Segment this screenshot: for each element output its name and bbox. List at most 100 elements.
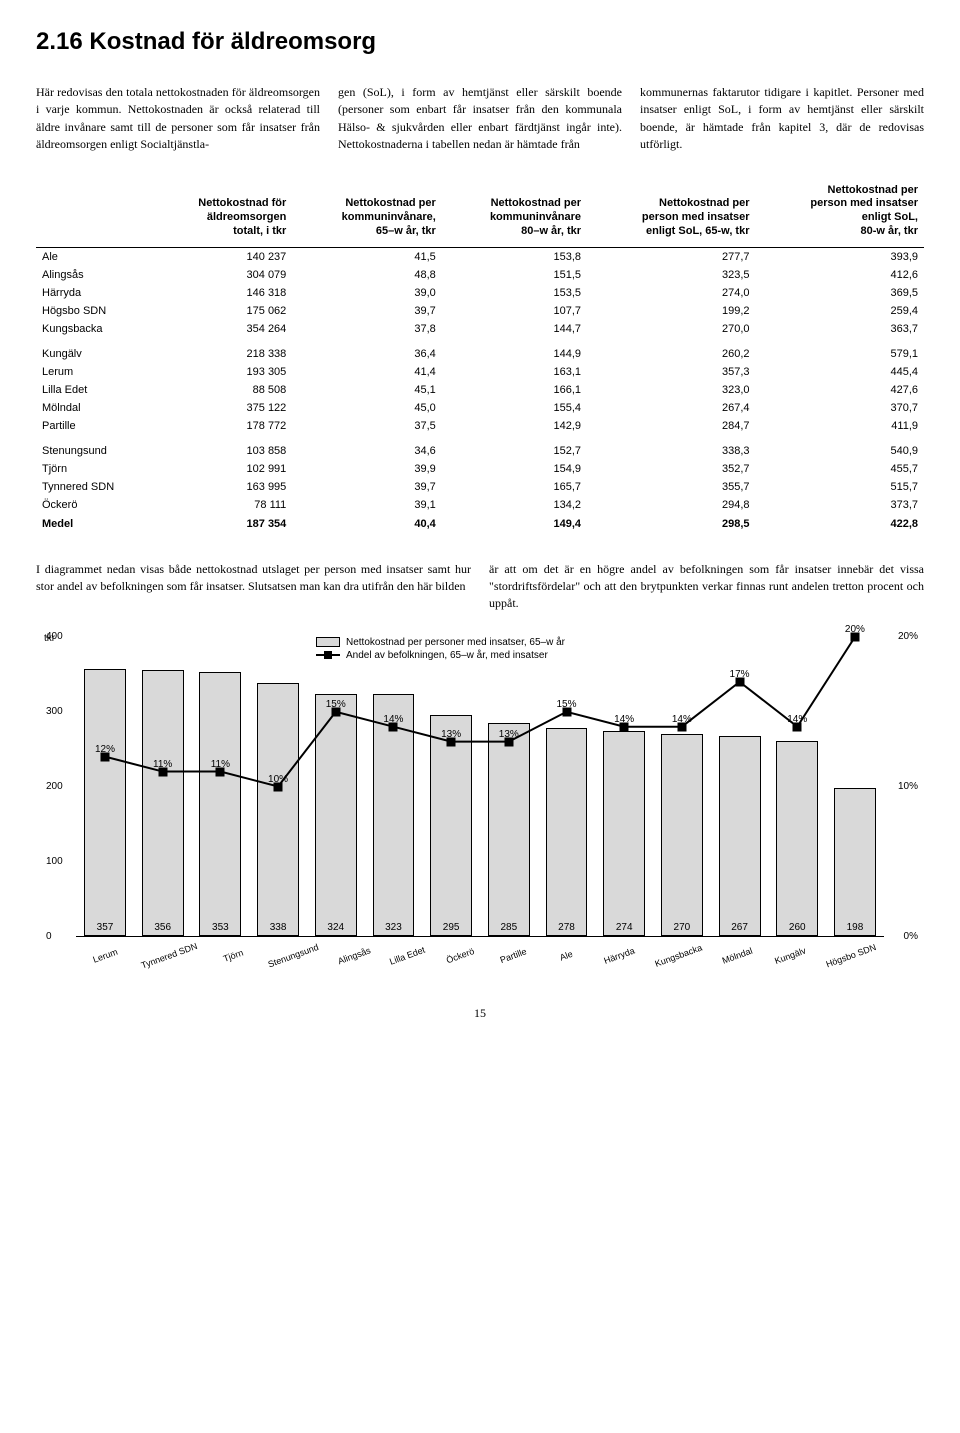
bar: 278 [546, 728, 588, 936]
table-cell: 149,4 [442, 514, 587, 533]
table-row: Ale140 23741,5153,8277,7393,9 [36, 247, 924, 266]
x-label: Lerum [86, 944, 124, 966]
table-cell: 579,1 [756, 338, 925, 363]
table-cell: 218 338 [151, 338, 292, 363]
table-cell: Ale [36, 247, 151, 266]
table-cell: 37,8 [292, 320, 442, 338]
bar-group: 324 [315, 637, 357, 936]
bar-group: 356 [142, 637, 184, 936]
table-cell: 422,8 [756, 514, 925, 533]
x-label: Mölndal [718, 944, 756, 966]
table-cell: 165,7 [442, 478, 587, 496]
table-cell: 102 991 [151, 460, 292, 478]
bar-value: 285 [500, 922, 517, 933]
bar-group: 357 [84, 637, 126, 936]
table-cell: 48,8 [292, 266, 442, 284]
table-cell: 187 354 [151, 514, 292, 533]
y-left-tick: 400 [46, 631, 63, 642]
y-left-tick: 0 [46, 931, 52, 942]
table-cell: 39,9 [292, 460, 442, 478]
table-cell: Alingsås [36, 266, 151, 284]
table-cell: 45,0 [292, 399, 442, 417]
table-cell: 155,4 [442, 399, 587, 417]
y-left-tick: 100 [46, 856, 63, 867]
table-header: Nettokostnad föräldreomsorgentotalt, i t… [151, 178, 292, 248]
line-pct-label: 14% [787, 714, 807, 725]
line-pct-label: 13% [441, 729, 461, 740]
table-cell: 163 995 [151, 478, 292, 496]
table-cell: 267,4 [587, 399, 755, 417]
table-row: Lilla Edet88 50845,1166,1323,0427,6 [36, 381, 924, 399]
table-cell: 199,2 [587, 302, 755, 320]
x-label: Lilla Edet [388, 944, 426, 966]
line-pct-label: 12% [95, 744, 115, 755]
x-label: Ale [547, 944, 585, 966]
x-label: Partille [494, 944, 532, 966]
bar-group: 198 [834, 637, 876, 936]
y-left-tick: 200 [46, 781, 63, 792]
line-pct-label: 15% [556, 699, 576, 710]
x-label: Kungsbacka [653, 942, 703, 968]
table-cell: 354 264 [151, 320, 292, 338]
table-cell: Kungälv [36, 338, 151, 363]
line-pct-label: 11% [211, 759, 230, 770]
table-header: Nettokostnad perperson med insatserenlig… [756, 178, 925, 248]
table-cell: 166,1 [442, 381, 587, 399]
table-cell: Öckerö [36, 496, 151, 514]
table-cell: 45,1 [292, 381, 442, 399]
chart-intro-columns: I diagrammet nedan visas både nettokostn… [36, 561, 924, 613]
y-right-tick: 20% [898, 631, 918, 642]
table-header: Nettokostnad perkommuninvånare80–w år, t… [442, 178, 587, 248]
bar: 295 [430, 715, 472, 936]
y-right-tick: 10% [898, 781, 918, 792]
table-cell: 39,7 [292, 302, 442, 320]
table-cell: 455,7 [756, 460, 925, 478]
table-cell: Lerum [36, 363, 151, 381]
table-cell: 134,2 [442, 496, 587, 514]
x-label: Kungälv [771, 944, 809, 966]
table-row: Tjörn102 99139,9154,9352,7455,7 [36, 460, 924, 478]
bar: 267 [719, 736, 761, 936]
table-cell: 427,6 [756, 381, 925, 399]
table-cell: 175 062 [151, 302, 292, 320]
table-cell: 144,9 [442, 338, 587, 363]
intro-col-1: Här redovisas den totala nettokostnaden … [36, 84, 320, 154]
bar-value: 324 [327, 922, 344, 933]
bar-group: 270 [661, 637, 703, 936]
table-row: Tynnered SDN163 99539,7165,7355,7515,7 [36, 478, 924, 496]
bar-value: 357 [97, 922, 114, 933]
table-cell: Tjörn [36, 460, 151, 478]
chart-intro-col-2: är att om det är en högre andel av befol… [489, 561, 924, 613]
table-row: Lerum193 30541,4163,1357,3445,4 [36, 363, 924, 381]
table-cell: 140 237 [151, 247, 292, 266]
table-cell: 41,4 [292, 363, 442, 381]
bar: 198 [834, 788, 876, 936]
intro-col-2: gen (SoL), i form av hemtjänst eller sär… [338, 84, 622, 154]
cost-chart: Nettokostnad per personer med insatser, … [36, 637, 924, 961]
table-cell: 39,1 [292, 496, 442, 514]
table-cell: 412,6 [756, 266, 925, 284]
x-label: Högsbo SDN [824, 942, 877, 969]
table-cell: 259,4 [756, 302, 925, 320]
bar-group: 323 [373, 637, 415, 936]
chart-intro-col-1: I diagrammet nedan visas både nettokostn… [36, 561, 471, 613]
table-row: Medel187 35440,4149,4298,5422,8 [36, 514, 924, 533]
table-cell: 153,5 [442, 284, 587, 302]
table-cell: 178 772 [151, 417, 292, 435]
table-row: Partille178 77237,5142,9284,7411,9 [36, 417, 924, 435]
intro-columns: Här redovisas den totala nettokostnaden … [36, 84, 924, 154]
bar: 338 [257, 683, 299, 936]
bar-value: 198 [847, 922, 864, 933]
y-right-tick: 0% [904, 931, 918, 942]
intro-col-3: kommunernas faktarutor tidigare i kapitl… [640, 84, 924, 154]
table-cell: Härryda [36, 284, 151, 302]
table-cell: 39,7 [292, 478, 442, 496]
x-label: Alingsås [335, 944, 373, 966]
bar-value: 260 [789, 922, 806, 933]
bar: 353 [199, 672, 241, 936]
bar-value: 278 [558, 922, 575, 933]
table-cell: 323,0 [587, 381, 755, 399]
table-cell: 277,7 [587, 247, 755, 266]
line-pct-label: 13% [499, 729, 519, 740]
table-cell: 411,9 [756, 417, 925, 435]
